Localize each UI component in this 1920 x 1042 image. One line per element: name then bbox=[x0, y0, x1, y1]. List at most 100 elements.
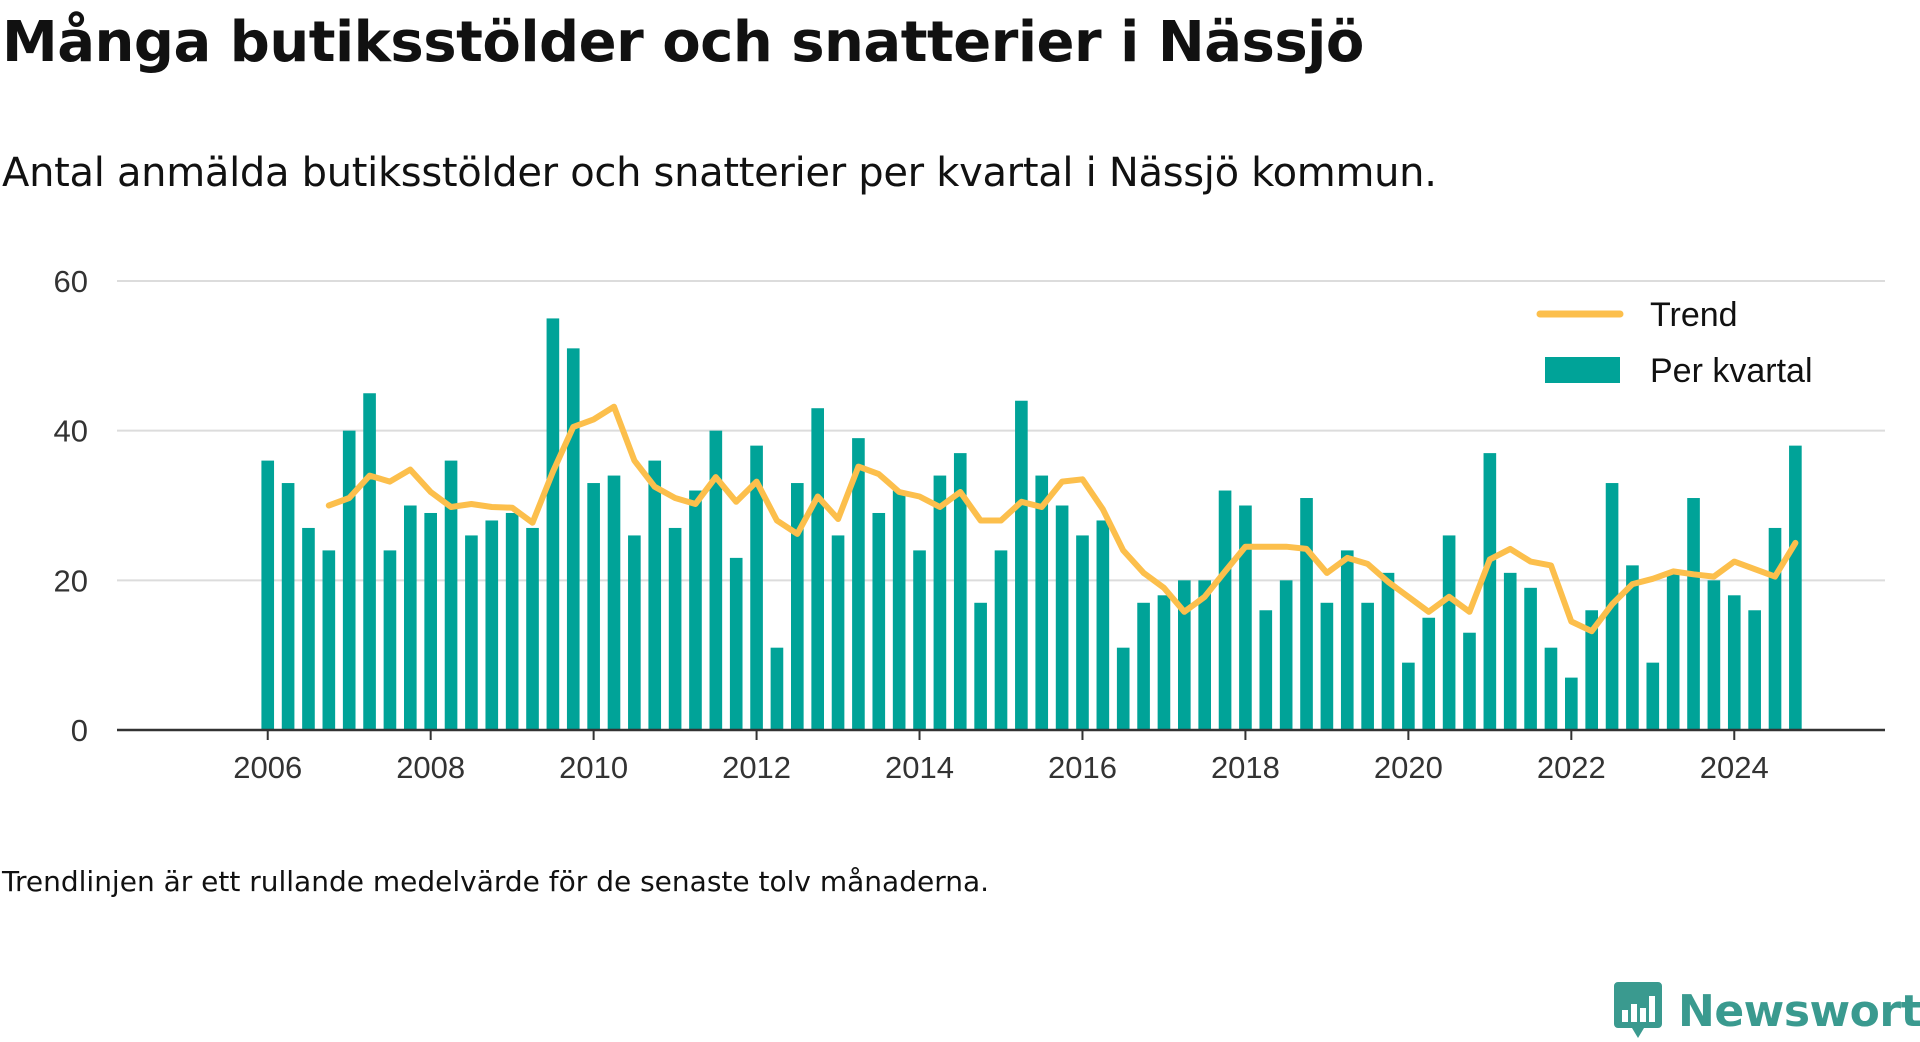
bar bbox=[872, 512, 886, 730]
bar bbox=[852, 438, 865, 730]
chart: 0 20 40 60 2006 2008 2010 2012 2014 2016 2018 2020 2… bbox=[54, 264, 1885, 785]
bar bbox=[1381, 572, 1395, 730]
bar bbox=[750, 445, 763, 730]
bar bbox=[1137, 602, 1150, 730]
x-tick-label: 2014 bbox=[885, 750, 954, 785]
bar bbox=[1259, 610, 1273, 730]
bar bbox=[403, 505, 417, 730]
bar bbox=[322, 550, 336, 730]
bar bbox=[953, 453, 967, 730]
y-tick-label: 0 bbox=[71, 713, 88, 748]
bar bbox=[933, 475, 947, 730]
bar bbox=[1116, 647, 1130, 730]
bar bbox=[709, 430, 723, 730]
bar bbox=[505, 512, 519, 730]
x-tick-label: 2010 bbox=[559, 750, 628, 785]
bar bbox=[1096, 520, 1110, 730]
bar bbox=[1483, 453, 1497, 730]
bar bbox=[363, 393, 376, 730]
bar bbox=[1279, 580, 1293, 730]
bar bbox=[1687, 498, 1700, 730]
bar bbox=[342, 430, 356, 730]
bar bbox=[1768, 527, 1782, 730]
brand-logo: Newsworthy bbox=[1612, 980, 1920, 1042]
bar bbox=[465, 535, 478, 730]
bar bbox=[1320, 602, 1334, 730]
bar bbox=[770, 647, 784, 730]
x-tick-label: 2016 bbox=[1048, 750, 1117, 785]
bar bbox=[974, 602, 987, 730]
bar bbox=[1503, 572, 1517, 730]
bar bbox=[729, 557, 743, 730]
bar bbox=[1178, 580, 1191, 730]
bar bbox=[1748, 610, 1761, 730]
bar bbox=[892, 490, 906, 730]
y-tick-label: 60 bbox=[54, 264, 88, 299]
x-tick-label: 2008 bbox=[396, 750, 465, 785]
bar bbox=[689, 490, 702, 730]
bar bbox=[261, 460, 275, 730]
bar bbox=[1300, 498, 1313, 730]
bar bbox=[1544, 647, 1558, 730]
x-tick-label: 2006 bbox=[233, 750, 302, 785]
bar bbox=[913, 550, 926, 730]
legend-trend-label: Trend bbox=[1650, 296, 1738, 334]
bar-chart-speech-bubble-icon bbox=[1614, 982, 1662, 1038]
y-tick-label: 40 bbox=[54, 414, 88, 449]
bar bbox=[1076, 535, 1089, 730]
bar bbox=[1239, 505, 1252, 730]
bar bbox=[1402, 662, 1415, 730]
bar bbox=[1666, 572, 1680, 730]
chart-title: Många butiksstölder och snatterier i Näs… bbox=[2, 10, 1364, 75]
chart-footnote: Trendlinjen är ett rullande medelvärde f… bbox=[2, 865, 990, 898]
bar bbox=[302, 527, 315, 730]
x-tick-label: 2012 bbox=[722, 750, 791, 785]
bar bbox=[1585, 610, 1599, 730]
bar bbox=[1707, 580, 1721, 730]
bar bbox=[383, 550, 397, 730]
bar bbox=[1157, 595, 1171, 730]
bar bbox=[668, 527, 682, 730]
bar bbox=[790, 483, 804, 730]
bar bbox=[1727, 595, 1741, 730]
legend-bars-label: Per kvartal bbox=[1650, 352, 1813, 390]
bar bbox=[1035, 475, 1049, 730]
bar bbox=[1015, 400, 1028, 730]
bar bbox=[811, 408, 824, 730]
bar bbox=[485, 520, 499, 730]
x-tick-label: 2018 bbox=[1211, 750, 1280, 785]
bar bbox=[546, 318, 560, 730]
bar bbox=[1198, 580, 1212, 730]
bar bbox=[1565, 677, 1578, 730]
bar bbox=[526, 527, 539, 730]
bar bbox=[1055, 505, 1069, 730]
bar bbox=[1626, 565, 1639, 730]
x-tick-label: 2024 bbox=[1700, 750, 1769, 785]
chart-subtitle: Antal anmälda butiksstölder och snatteri… bbox=[2, 150, 1437, 196]
legend: Trend Per kvartal bbox=[1520, 282, 1850, 392]
bar bbox=[1422, 617, 1436, 730]
bar bbox=[1524, 587, 1537, 730]
bar bbox=[831, 535, 845, 730]
bar bbox=[566, 348, 580, 730]
bar bbox=[281, 483, 295, 730]
bar bbox=[994, 550, 1008, 730]
bar bbox=[1646, 662, 1660, 730]
bar bbox=[587, 483, 600, 730]
y-tick-label: 20 bbox=[54, 563, 88, 598]
axes: 0 20 40 60 2006 2008 2010 2012 2014 2016 2018 2020 2… bbox=[54, 264, 1885, 785]
bar bbox=[444, 460, 458, 730]
bar bbox=[1789, 445, 1802, 730]
bar bbox=[1218, 490, 1232, 730]
x-tick-label: 2022 bbox=[1537, 750, 1606, 785]
bar bbox=[628, 535, 641, 730]
bar bbox=[1361, 602, 1374, 730]
brand-name: Newsworthy bbox=[1678, 985, 1920, 1037]
bar bbox=[648, 460, 662, 730]
bar bbox=[607, 475, 621, 730]
bar bbox=[1463, 632, 1476, 730]
x-tick-label: 2020 bbox=[1374, 750, 1443, 785]
legend-bars-swatch bbox=[1545, 357, 1620, 383]
bar bbox=[1340, 550, 1354, 730]
trend-series bbox=[325, 403, 1799, 635]
